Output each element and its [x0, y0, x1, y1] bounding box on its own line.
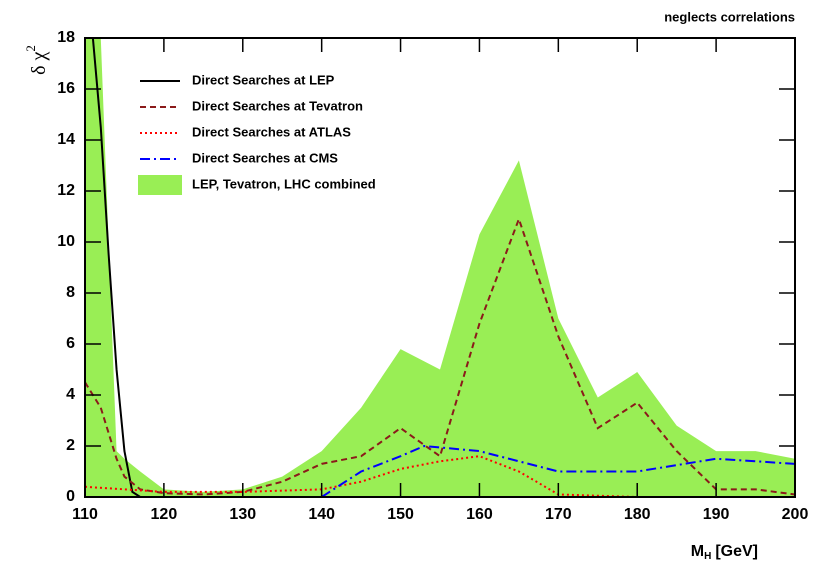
x-label-sub: H [704, 551, 711, 562]
y-tick-label: 14 [57, 131, 75, 148]
x-axis-label: MH [GeV] [691, 543, 758, 561]
legend-label: LEP, Tevatron, LHC combined [192, 176, 376, 191]
y-tick-label: 6 [66, 335, 75, 352]
x-tick-label: 190 [703, 506, 730, 523]
y-tick-label: 4 [66, 386, 75, 403]
y-label-main: δ χ [28, 51, 50, 74]
y-tick-label: 0 [66, 488, 75, 505]
legend-swatch [138, 175, 182, 195]
x-tick-label: 170 [545, 506, 572, 523]
y-tick-label: 12 [57, 182, 75, 199]
area [85, 38, 795, 497]
line [85, 216, 795, 496]
x-tick-label: 110 [72, 506, 98, 523]
x-tick-label: 120 [151, 506, 178, 523]
x-label-unit: [GeV] [715, 543, 758, 560]
y-tick-label: 16 [57, 80, 75, 97]
y-label-sup: 2 [23, 45, 38, 52]
annotation: neglects correlations [664, 9, 795, 24]
y-tick-label: 18 [57, 29, 75, 46]
axes-frame [84, 37, 796, 498]
x-tick-label: 150 [387, 506, 414, 523]
y-tick-label: 8 [66, 284, 75, 301]
legend-label: Direct Searches at Tevatron [192, 98, 363, 113]
x-tick-label: 130 [229, 506, 256, 523]
legend-label: Direct Searches at ATLAS [192, 124, 351, 139]
x-tick-label: 160 [466, 506, 493, 523]
x-tick-label: 140 [308, 506, 335, 523]
legend: Direct Searches at LEP Direct Searches at… [138, 72, 376, 195]
y-axis-label: δ χ2 [23, 45, 50, 75]
x-tick-label: 180 [624, 506, 651, 523]
line [321, 444, 795, 497]
x-label-main: M [691, 543, 704, 560]
legend-label: Direct Searches at CMS [192, 150, 338, 165]
x-tick-label: 200 [782, 506, 809, 523]
legend-label: Direct Searches at LEP [192, 72, 335, 87]
y-tick-label: 10 [57, 233, 75, 250]
y-tick-label: 2 [66, 437, 75, 454]
